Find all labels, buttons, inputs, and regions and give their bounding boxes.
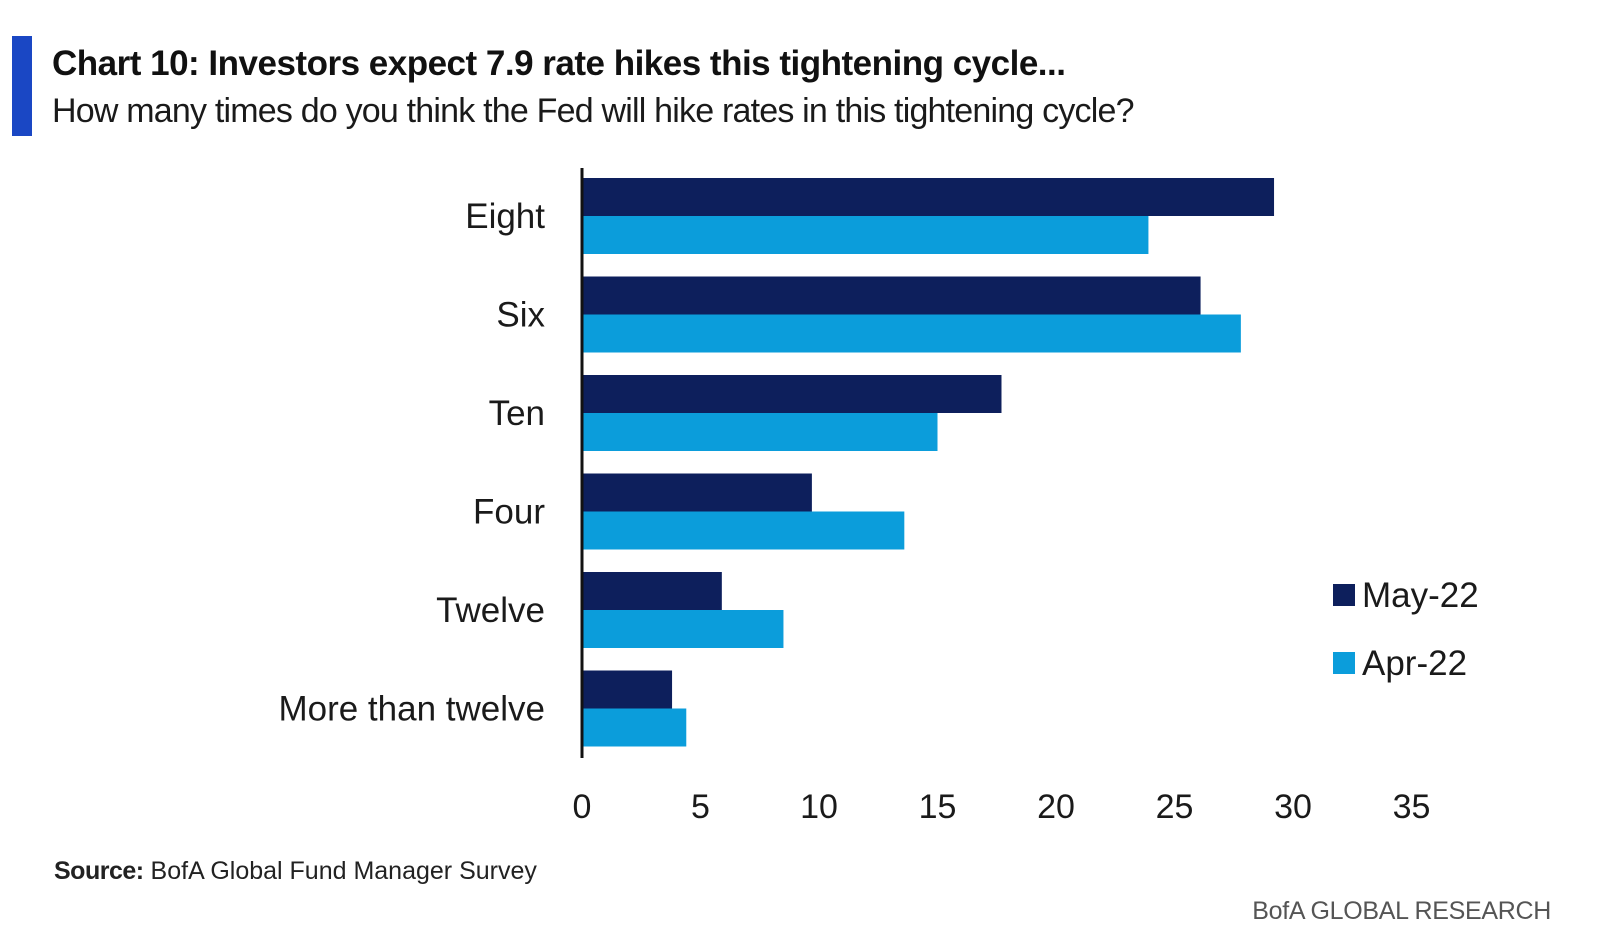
category-label: Twelve [436,591,545,630]
category-label: Six [496,296,545,335]
bar-may-4 [582,572,722,610]
x-tick-label: 5 [691,788,710,826]
x-tick-label: 10 [800,788,838,826]
x-tick-label: 30 [1274,788,1312,826]
x-tick-label: 15 [919,788,957,826]
bar-apr-1 [582,314,1241,353]
category-label: Eight [465,197,545,236]
legend-swatch-may [1333,584,1355,606]
bar-may-1 [582,276,1201,315]
legend-label-may: May-22 [1362,576,1479,615]
bar-may-2 [582,375,1002,413]
category-label: Ten [489,394,545,433]
source-text: BofA Global Fund Manager Survey [150,857,537,885]
category-label: More than twelve [278,690,545,729]
bar-apr-0 [582,216,1149,254]
bar-apr-3 [582,511,905,550]
source-label: Source: [54,857,144,885]
chart-title: Chart 10: Investors expect 7.9 rate hike… [52,44,1066,83]
bar-apr-2 [582,413,938,451]
bar-may-3 [582,473,812,512]
bar-may-0 [582,178,1275,216]
title-accent-bar [12,36,32,136]
bar-apr-4 [582,610,784,648]
x-tick-label: 35 [1393,788,1431,826]
source-note: Source: BofA Global Fund Manager Survey [54,857,537,886]
chart-subtitle: How many times do you think the Fed will… [52,92,1135,130]
category-label: Four [473,493,545,532]
bar-may-5 [582,670,673,709]
bar-apr-5 [582,708,687,747]
legend-swatch-apr [1333,652,1355,674]
x-tick-label: 25 [1156,788,1194,826]
legend-label-apr: Apr-22 [1362,644,1467,683]
x-tick-label: 0 [573,788,592,826]
x-tick-label: 20 [1037,788,1075,826]
brand-footer: BofA GLOBAL RESEARCH [1252,897,1551,925]
